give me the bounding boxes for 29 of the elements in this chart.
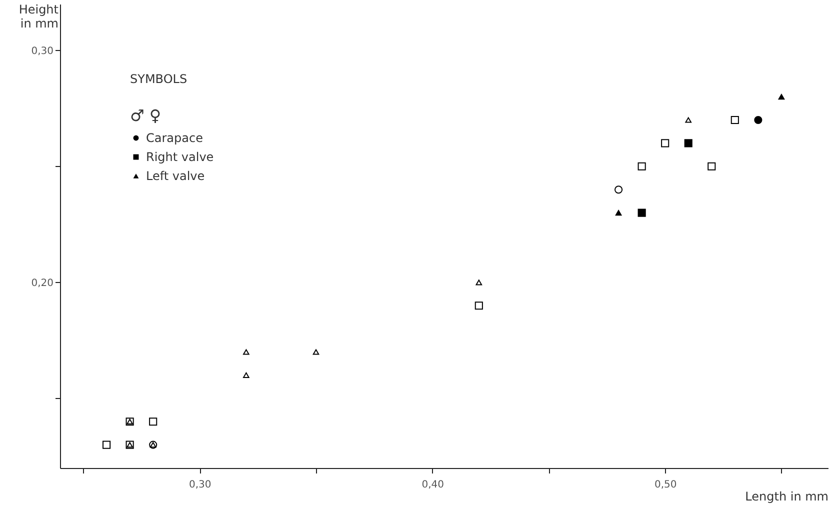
y-tick-label: 0,20 (31, 278, 54, 289)
point (661, 139, 670, 148)
point (754, 116, 762, 124)
point (638, 208, 646, 217)
legend-label: Left valve (146, 169, 205, 183)
annotation: ♂ ♀ (130, 106, 162, 125)
point (685, 117, 692, 123)
point (243, 349, 250, 355)
y-axis-title: Height in mm (18, 2, 59, 30)
point (614, 186, 623, 194)
point (778, 94, 785, 100)
x-axis-title: Length in mm (745, 490, 828, 504)
x-tick-label: 0,40 (422, 480, 444, 490)
point (312, 349, 320, 355)
x-tick-label: 0,50 (654, 480, 677, 490)
point (615, 210, 622, 216)
point (474, 302, 483, 310)
point (102, 440, 111, 449)
point (149, 418, 158, 426)
legend-label: Carapace (146, 131, 203, 145)
point (730, 116, 739, 124)
point (684, 139, 692, 148)
point (476, 280, 482, 286)
x-tick-label: 0,30 (189, 480, 212, 490)
point (708, 162, 716, 170)
legend-label: Right valve (146, 150, 214, 164)
point (243, 372, 250, 378)
point (638, 162, 646, 170)
legend-title: SYMBOLS (130, 72, 188, 86)
